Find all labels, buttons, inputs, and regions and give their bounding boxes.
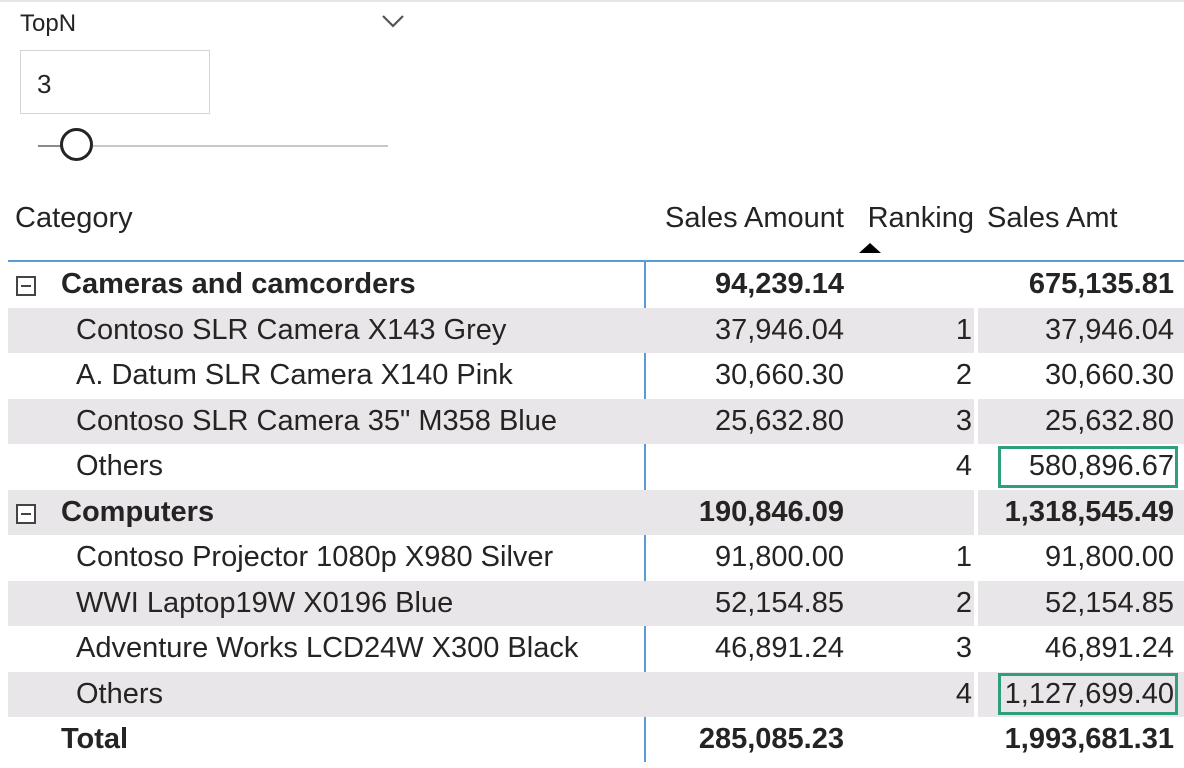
- ranking-cell[interactable]: 3: [955, 632, 972, 665]
- table-row[interactable]: Others 4 1,127,699.40: [8, 671, 1184, 718]
- column-header-ranking[interactable]: Ranking: [844, 190, 974, 260]
- column-header-label: Sales Amount: [665, 202, 844, 234]
- category-label: Computers: [61, 495, 215, 528]
- column-header-label: Sales Amt: [987, 202, 1118, 234]
- collapse-minus-icon[interactable]: [16, 276, 36, 296]
- column-header-label: Ranking: [867, 202, 974, 234]
- chevron-down-icon[interactable]: [380, 12, 406, 30]
- ranking-cell[interactable]: 3: [955, 404, 972, 437]
- visual-top-border: [0, 0, 1184, 2]
- sales-amount-cell[interactable]: 94,239.14: [714, 268, 844, 301]
- sales-amount-cell[interactable]: 190,846.09: [698, 495, 844, 528]
- ranking-cell[interactable]: [844, 717, 972, 763]
- ranking-cell[interactable]: [844, 262, 972, 308]
- sales-amount-cell[interactable]: 46,891.24: [714, 632, 844, 665]
- slider-fill: [38, 145, 78, 147]
- sales-amt-cell[interactable]: 30,660.30: [1044, 359, 1174, 392]
- category-label: Adventure Works LCD24W X300 Black: [76, 632, 579, 665]
- sales-amt-cell[interactable]: 25,632.80: [1044, 404, 1174, 437]
- ranking-cell[interactable]: 1: [955, 313, 972, 346]
- category-cell[interactable]: Adventure Works LCD24W X300 Black: [8, 626, 644, 672]
- category-label: Cameras and camcorders: [61, 268, 416, 301]
- group-row[interactable]: Cameras and camcorders 94,239.14 675,135.8…: [8, 262, 1184, 308]
- category-cell[interactable]: Total: [8, 717, 644, 763]
- category-label: Total: [61, 723, 129, 756]
- sales-amount-cell[interactable]: [646, 672, 844, 718]
- slicer-value-input[interactable]: 3: [20, 50, 210, 114]
- slider-track[interactable]: [38, 145, 388, 147]
- cell-separator: [974, 580, 978, 626]
- cell-separator: [974, 489, 978, 535]
- table-row[interactable]: Contoso SLR Camera 35" M358 Blue 25,632.8…: [8, 398, 1184, 445]
- category-label: WWI Laptop19W X0196 Blue: [76, 586, 454, 619]
- matrix-body: Cameras and camcorders 94,239.14 675,135.8…: [8, 262, 1184, 763]
- total-row[interactable]: Total 285,085.23 1,993,681.31: [8, 717, 1184, 763]
- ranking-cell[interactable]: 1: [955, 541, 972, 574]
- ranking-cell[interactable]: 2: [955, 586, 972, 619]
- slicer-title: TopN: [20, 10, 77, 37]
- sales-amount-cell[interactable]: 25,632.80: [714, 404, 844, 437]
- category-cell[interactable]: Computers: [8, 490, 644, 536]
- sales-amt-cell[interactable]: 1,318,545.49: [1004, 495, 1174, 528]
- slider-handle[interactable]: [60, 128, 93, 161]
- category-label: Others: [76, 677, 164, 710]
- category-label: Contoso SLR Camera X143 Grey: [76, 313, 507, 346]
- sales-matrix: Category Sales Amount Ranking Sales Amt …: [8, 190, 1184, 768]
- ranking-cell[interactable]: 2: [955, 359, 972, 392]
- cell-separator: [974, 671, 978, 717]
- sales-amt-cell[interactable]: 46,891.24: [1044, 632, 1174, 665]
- column-header-sales-amount[interactable]: Sales Amount: [644, 190, 844, 260]
- sales-amt-cell[interactable]: 91,800.00: [1044, 541, 1174, 574]
- category-cell[interactable]: Contoso SLR Camera X143 Grey: [8, 308, 644, 354]
- column-header-category[interactable]: Category: [8, 190, 644, 260]
- sales-amt-cell[interactable]: 52,154.85: [1044, 586, 1174, 619]
- collapse-minus-icon[interactable]: [16, 503, 36, 524]
- column-header-sales-amt[interactable]: Sales Amt: [974, 190, 1184, 260]
- sales-amount-cell[interactable]: 52,154.85: [714, 586, 844, 619]
- table-row[interactable]: Contoso Projector 1080p X980 Silver 91,80…: [8, 535, 1184, 581]
- header-divider: [8, 260, 1184, 262]
- table-row[interactable]: Adventure Works LCD24W X300 Black 46,891.…: [8, 626, 1184, 672]
- category-cell[interactable]: Cameras and camcorders: [8, 262, 644, 308]
- group-row[interactable]: Computers 190,846.09 1,318,545.49: [8, 489, 1184, 536]
- table-row[interactable]: Others 4 580,896.67: [8, 444, 1184, 490]
- sales-amount-cell[interactable]: 30,660.30: [714, 359, 844, 392]
- category-cell[interactable]: Contoso Projector 1080p X980 Silver: [8, 535, 644, 581]
- sales-amount-cell[interactable]: [646, 444, 844, 490]
- sort-ascending-icon: [859, 243, 881, 253]
- table-row[interactable]: WWI Laptop19W X0196 Blue 52,154.85 2 52,154…: [8, 580, 1184, 627]
- cell-separator: [974, 398, 978, 444]
- sales-amt-cell[interactable]: 37,946.04: [1044, 313, 1174, 346]
- sales-amount-cell[interactable]: 285,085.23: [698, 723, 844, 756]
- topn-slicer: TopN 3: [0, 0, 420, 180]
- category-cell[interactable]: Others: [8, 672, 644, 718]
- category-cell[interactable]: Others: [8, 444, 644, 490]
- ranking-cell[interactable]: [844, 490, 972, 536]
- category-label: A. Datum SLR Camera X140 Pink: [76, 359, 513, 392]
- column-header-label: Category: [15, 202, 133, 234]
- sales-amt-cell[interactable]: 1,127,699.40: [1004, 677, 1174, 710]
- ranking-cell[interactable]: 4: [955, 450, 972, 483]
- sales-amount-cell[interactable]: 91,800.00: [714, 541, 844, 574]
- sales-amount-cell[interactable]: 37,946.04: [714, 313, 844, 346]
- category-cell[interactable]: A. Datum SLR Camera X140 Pink: [8, 353, 644, 399]
- sales-amt-cell[interactable]: 675,135.81: [1028, 268, 1174, 301]
- category-cell[interactable]: WWI Laptop19W X0196 Blue: [8, 581, 644, 627]
- category-label: Contoso SLR Camera 35" M358 Blue: [76, 404, 557, 437]
- cell-separator: [974, 307, 978, 353]
- table-row[interactable]: Contoso SLR Camera X143 Grey 37,946.04 1 37…: [8, 307, 1184, 354]
- category-label: Contoso Projector 1080p X980 Silver: [76, 541, 554, 574]
- table-row[interactable]: A. Datum SLR Camera X140 Pink 30,660.30 2 3…: [8, 353, 1184, 399]
- category-label: Others: [76, 450, 164, 483]
- sales-amt-cell[interactable]: 1,993,681.31: [1004, 723, 1174, 756]
- category-cell[interactable]: Contoso SLR Camera 35" M358 Blue: [8, 399, 644, 445]
- ranking-cell[interactable]: 4: [955, 677, 972, 710]
- sales-amt-cell[interactable]: 580,896.67: [1028, 450, 1174, 483]
